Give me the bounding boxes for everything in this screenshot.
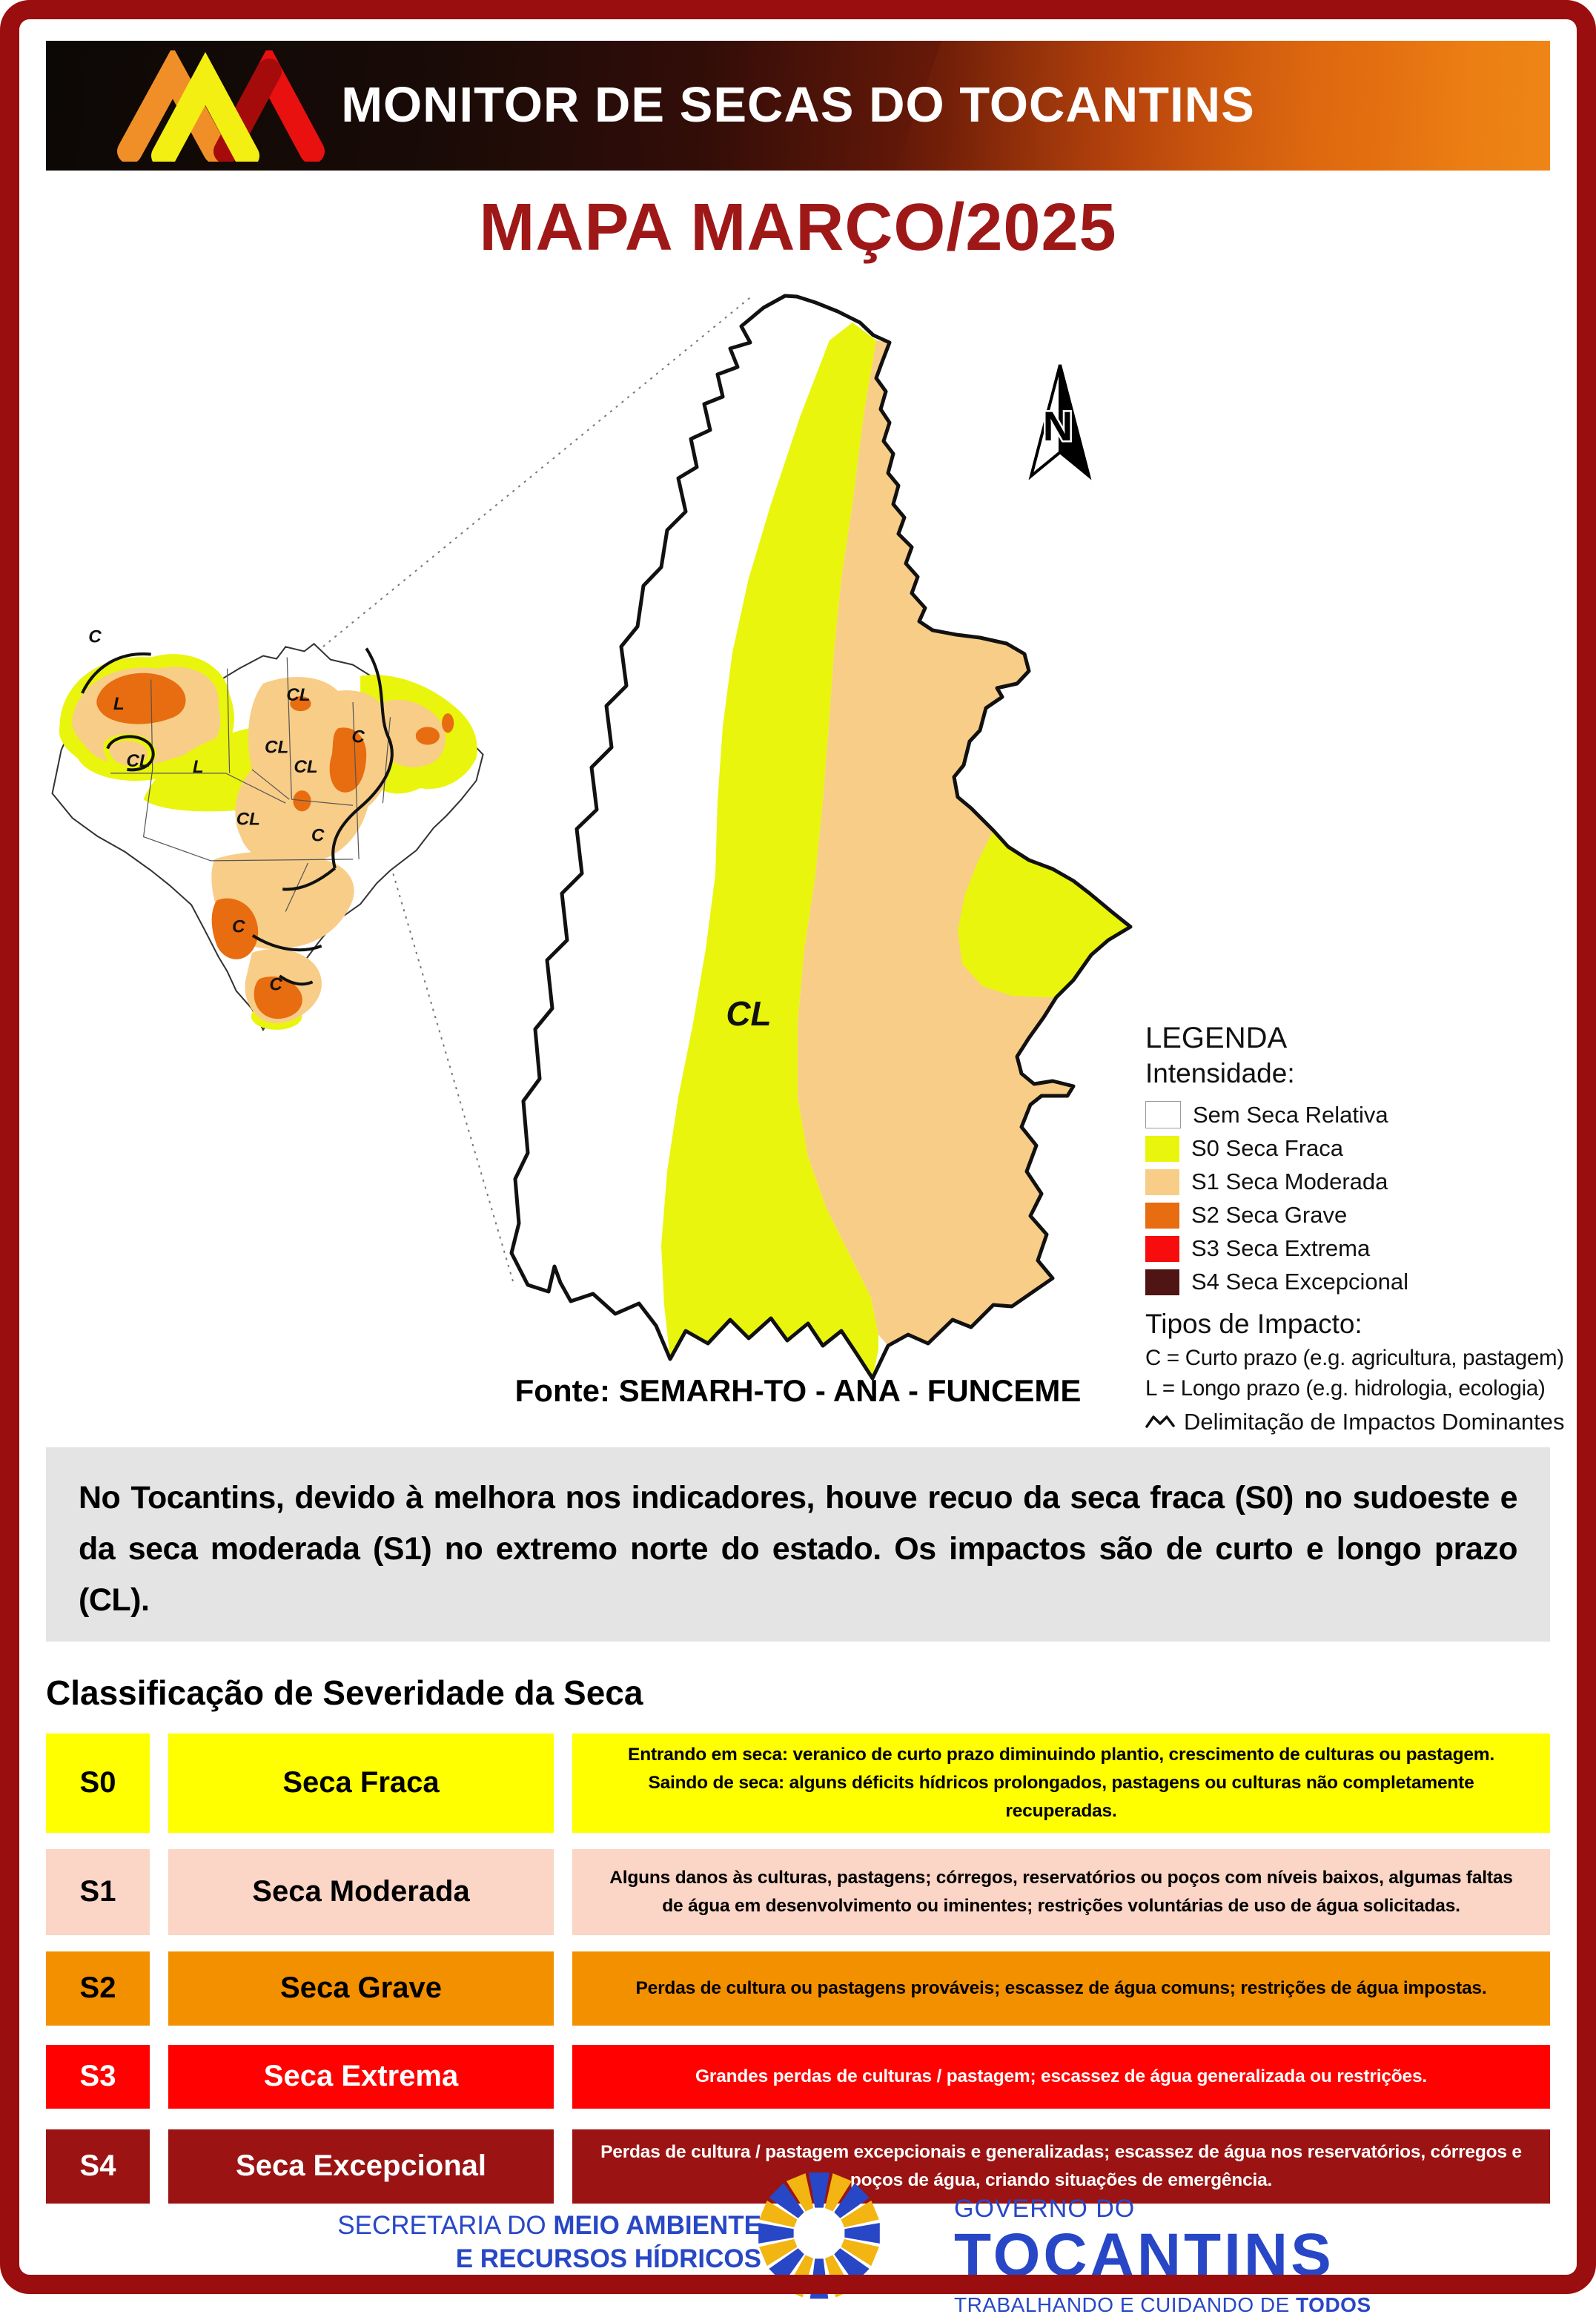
legend-item-label: S1 Seca Moderada bbox=[1191, 1169, 1388, 1194]
drought-monitor-logo-icon bbox=[117, 50, 325, 162]
page-title: MONITOR DE SECAS DO TOCANTINS bbox=[341, 76, 1255, 133]
s0-northeast-patch bbox=[958, 830, 1130, 997]
inset-label: C bbox=[88, 627, 102, 647]
tagline-text-bold: TODOS bbox=[1296, 2293, 1371, 2316]
s0-seca-fraca-zone bbox=[661, 323, 878, 1378]
inset-label: CL bbox=[265, 738, 288, 758]
severity-description: Alguns danos às culturas, pastagens; cór… bbox=[572, 1848, 1550, 1935]
table-row-s4: S4 Seca Excepcional Perdas de cultura / … bbox=[46, 2129, 1550, 2204]
summary-box: No Tocantins, devido à melhora nos indic… bbox=[46, 1447, 1550, 1642]
inset-label: C bbox=[269, 974, 282, 994]
impact-line-c: C = Curto prazo (e.g. agricultura, pasta… bbox=[1145, 1346, 1564, 1370]
inset-label: L bbox=[193, 757, 204, 777]
swatch-s4 bbox=[1145, 1269, 1179, 1295]
inset-label: C bbox=[311, 826, 325, 846]
state-borders bbox=[110, 657, 391, 912]
severity-description: Perdas de cultura ou pastagens prováveis… bbox=[572, 1951, 1550, 2026]
tagline-text: TRABALHANDO E CUIDANDO DE bbox=[954, 2293, 1297, 2316]
severity-code: S0 bbox=[46, 1733, 150, 1833]
severity-code: S4 bbox=[46, 2129, 150, 2204]
inset-label: CL bbox=[294, 757, 317, 777]
footer: SECRETARIA DO MEIO AMBIENTE E RECURSOS H… bbox=[46, 2172, 1550, 2316]
severity-description: Grandes perdas de culturas / pastagem; e… bbox=[572, 2044, 1550, 2109]
legend-item: S0 Seca Fraca bbox=[1145, 1135, 1572, 1162]
tocantins-wordmark: TOCANTINS bbox=[954, 2221, 1334, 2289]
legend-delimitation-row: Delimitação de Impactos Dominantes bbox=[1145, 1409, 1572, 1435]
legend-intensity-heading: Intensidade: bbox=[1145, 1058, 1295, 1088]
governo-block: GOVERNO DO TOCANTINS TRABALHANDO E CUIDA… bbox=[954, 2195, 1371, 2317]
secretaria-text-bold: MEIO AMBIENTE bbox=[553, 2211, 761, 2240]
brazil-inset-map: C L CL L CL CL C CL CL C C C bbox=[51, 627, 484, 1031]
inset-label: L bbox=[113, 694, 125, 714]
state-impact-label: CL bbox=[726, 994, 771, 1033]
legend-item: S1 Seca Moderada bbox=[1145, 1169, 1572, 1195]
impact-delimitation-lines bbox=[81, 647, 394, 986]
severity-name: Seca Excepcional bbox=[168, 2129, 554, 2204]
north-arrow-icon: N bbox=[1028, 364, 1092, 480]
legend-item-label: S4 Seca Excepcional bbox=[1191, 1269, 1408, 1295]
inset-label: CL bbox=[126, 751, 150, 771]
severity-name: Seca Extrema bbox=[168, 2044, 554, 2109]
tocantins-state-outline bbox=[509, 294, 1133, 1381]
legend-item: Sem Seca Relativa bbox=[1145, 1101, 1572, 1128]
legend-impact-heading: Tipos de Impacto: bbox=[1145, 1309, 1362, 1339]
legend-item-label: S3 Seca Extrema bbox=[1191, 1235, 1371, 1261]
severity-code: S1 bbox=[46, 1848, 150, 1935]
table-row-s1: S1 Seca Moderada Alguns danos às cultura… bbox=[46, 1848, 1550, 1935]
swatch-s0 bbox=[1145, 1135, 1179, 1162]
legend-item: S4 Seca Excepcional bbox=[1145, 1269, 1572, 1295]
source-line: Fonte: SEMARH-TO - ANA - FUNCEME bbox=[514, 1373, 1082, 1408]
swatch-s2 bbox=[1145, 1202, 1179, 1229]
legend-delimitation-label: Delimitação de Impactos Dominantes bbox=[1184, 1409, 1565, 1435]
severity-name: Seca Grave bbox=[168, 1951, 554, 2026]
severity-name: Seca Fraca bbox=[168, 1733, 554, 1833]
legend-item: S2 Seca Grave bbox=[1145, 1202, 1572, 1229]
impact-line-l: L = Longo prazo (e.g. hidrologia, ecolog… bbox=[1145, 1376, 1546, 1401]
swatch-s1 bbox=[1145, 1169, 1179, 1195]
swatch-s3 bbox=[1145, 1235, 1179, 1262]
severity-table: S0 Seca Fraca Entrando em seca: veranico… bbox=[46, 1733, 1550, 2204]
table-row-s3: S3 Seca Extrema Grandes perdas de cultur… bbox=[46, 2044, 1550, 2109]
north-label: N bbox=[1043, 403, 1073, 449]
legend-item-label: S0 Seca Fraca bbox=[1191, 1135, 1344, 1161]
legend-item-label: S2 Seca Grave bbox=[1191, 1202, 1348, 1228]
governo-tagline: TRABALHANDO E CUIDANDO DE TODOS bbox=[954, 2293, 1371, 2317]
inset-impact-labels: C L CL L CL CL C CL CL C C C bbox=[88, 627, 365, 994]
secretaria-line2: E RECURSOS HÍDRICOS bbox=[455, 2244, 761, 2273]
inset-label: CL bbox=[236, 809, 260, 829]
legend-item-label: Sem Seca Relativa bbox=[1193, 1101, 1388, 1128]
legend-item: S3 Seca Extrema bbox=[1145, 1235, 1572, 1262]
severity-description: Entrando em seca: veranico de curto praz… bbox=[572, 1733, 1550, 1833]
delimitation-line-icon bbox=[1145, 1415, 1175, 1428]
secretaria-text: SECRETARIA DO bbox=[337, 2211, 554, 2240]
severity-description: Perdas de cultura / pastagem excepcionai… bbox=[572, 2129, 1550, 2204]
legend: LEGENDA Intensidade: Sem Seca Relativa S… bbox=[1145, 1022, 1572, 1435]
table-row-s2: S2 Seca Grave Perdas de cultura ou pasta… bbox=[46, 1951, 1550, 2026]
inset-label: C bbox=[351, 727, 365, 747]
severity-name: Seca Moderada bbox=[168, 1848, 554, 1935]
classification-heading: Classificação de Severidade da Seca bbox=[46, 1673, 643, 1712]
swatch-sem-seca bbox=[1145, 1101, 1181, 1128]
header-banner: MONITOR DE SECAS DO TOCANTINS bbox=[46, 41, 1550, 171]
summary-text: No Tocantins, devido à melhora nos indic… bbox=[79, 1480, 1518, 1618]
severity-code: S2 bbox=[46, 1951, 150, 2026]
inset-label: C bbox=[232, 917, 245, 937]
inset-label: CL bbox=[286, 685, 310, 705]
legend-title: LEGENDA bbox=[1145, 1022, 1288, 1054]
map-title: MAPA MARÇO/2025 bbox=[479, 191, 1117, 265]
table-row-s0: S0 Seca Fraca Entrando em seca: veranico… bbox=[46, 1733, 1550, 1833]
severity-code: S3 bbox=[46, 2044, 150, 2109]
governo-do-label: GOVERNO DO bbox=[954, 2195, 1136, 2223]
governo-tocantins-sun-logo-icon bbox=[758, 2172, 880, 2299]
secretaria-block: SECRETARIA DO MEIO AMBIENTE E RECURSOS H… bbox=[46, 2209, 761, 2276]
